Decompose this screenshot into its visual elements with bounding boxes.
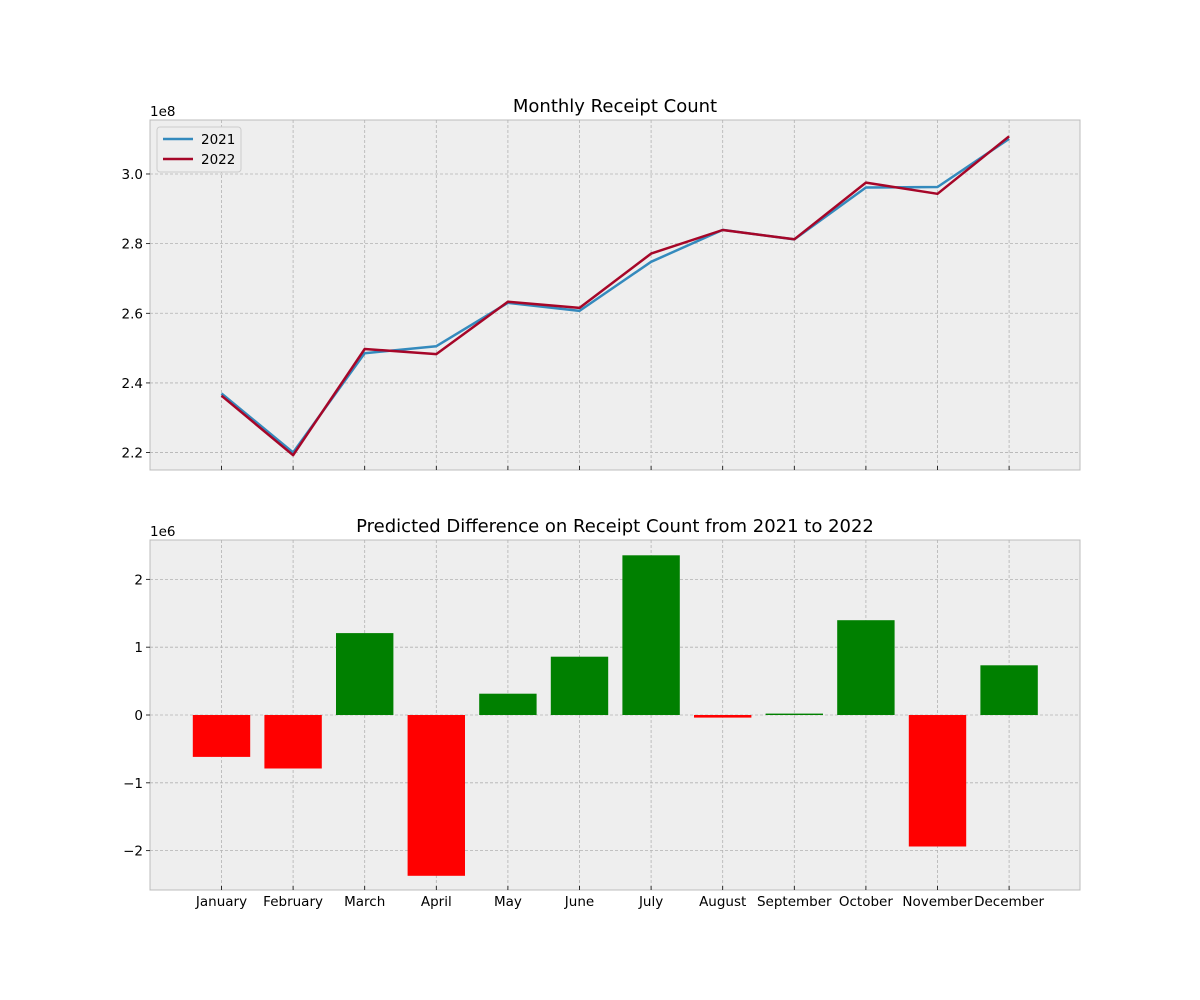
bar-june (550, 656, 609, 715)
x-tick-label-july: July (638, 894, 663, 910)
bar-september (765, 713, 823, 715)
line-chart: 2.2 2.4 2.6 2.8 3.0 Monthly Receipt Count 1e… (122, 96, 1081, 471)
x-tick-label-october: October (839, 894, 893, 910)
bar-november (908, 715, 967, 847)
legend-label-2022: 2022 (201, 152, 235, 168)
x-tick-label-april: April (421, 894, 452, 910)
y-tick-label: −1 (123, 776, 143, 792)
line-chart-y-offset-label: 1e8 (150, 104, 175, 120)
series-line-2021 (220, 137, 1010, 454)
x-tick-label-february: February (263, 894, 323, 910)
y-tick-label: 3.0 (122, 167, 143, 183)
bar-july (622, 555, 680, 715)
x-tick-label-november: November (902, 894, 973, 910)
x-tick-label-august: August (699, 894, 746, 910)
line-chart-y-ticks: 2.2 2.4 2.6 2.8 3.0 (122, 167, 150, 462)
bar-october (837, 620, 895, 715)
line-chart-x-ticks (221, 466, 1010, 470)
bar-august (694, 715, 752, 718)
legend-label-2021: 2021 (201, 132, 235, 148)
y-tick-label: −2 (123, 844, 143, 860)
y-tick-label: 1 (134, 640, 143, 656)
bar-may (479, 693, 537, 715)
y-tick-label: 2 (134, 572, 143, 588)
x-tick-label-march: March (344, 894, 385, 910)
bar-chart-y-ticks: −2 −1 0 1 2 (123, 572, 150, 860)
bar-january (192, 715, 251, 757)
y-tick-label: 0 (134, 708, 143, 724)
x-tick-label-january: January (195, 894, 247, 910)
x-tick-label-may: May (494, 894, 522, 910)
x-tick-label-december: December (974, 894, 1044, 910)
series-line-2022 (220, 135, 1010, 457)
x-tick-label-september: September (757, 894, 832, 910)
y-tick-label: 2.8 (122, 237, 143, 253)
bar-april (407, 715, 465, 876)
line-chart-plot-area (149, 119, 1081, 471)
line-chart-grid (150, 120, 1080, 470)
bar-chart: −2 −1 0 1 2 January February March April May June… (123, 516, 1081, 910)
bar-december (980, 665, 1038, 715)
x-tick-label-june: June (564, 894, 594, 910)
bar-march (336, 633, 394, 715)
bar-chart-title: Predicted Difference on Receipt Count fr… (356, 516, 874, 537)
y-tick-label: 2.4 (122, 376, 143, 392)
line-chart-legend: 2021 2022 (156, 126, 242, 173)
y-tick-label: 2.6 (122, 306, 143, 322)
line-chart-title: Monthly Receipt Count (513, 96, 717, 117)
y-tick-label: 2.2 (122, 446, 143, 462)
bar-chart-y-offset-label: 1e6 (150, 524, 175, 540)
bar-chart-x-ticks: January February March April May June July Augu… (195, 886, 1045, 910)
bar-chart-bars (192, 555, 1038, 876)
bar-february (264, 715, 322, 769)
line-chart-series (220, 135, 1010, 457)
